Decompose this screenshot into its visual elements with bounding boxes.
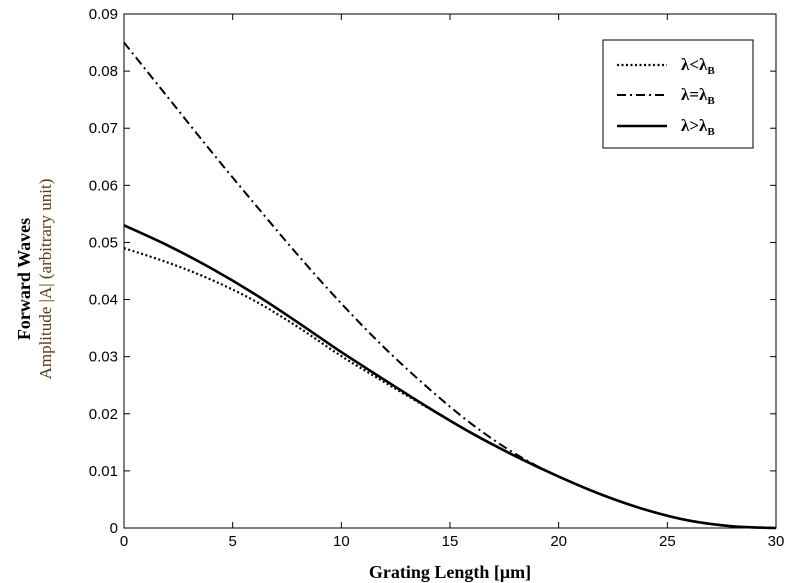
y-axis-title-line1: Forward Waves <box>14 218 34 340</box>
y-tick-label: 0.02 <box>89 406 118 423</box>
series-line-dotted <box>123 247 777 530</box>
x-tick-label: 25 <box>659 533 676 550</box>
y-tick-label: 0.07 <box>89 120 118 137</box>
x-tick-label: 30 <box>768 533 785 550</box>
legend-label-lt-sub: B <box>707 65 715 77</box>
y-tick-label: 0.05 <box>89 234 118 251</box>
x-axis-title: Grating Length [μm] <box>369 562 531 582</box>
y-tick-label: 0.03 <box>89 349 118 366</box>
legend-label-lt-main: λ<λ <box>681 55 708 74</box>
y-axis-title-line2: Amplitude |A| (arbitrary unit) <box>36 179 55 380</box>
y-tick-label: 0.01 <box>89 463 118 480</box>
legend: λ<λB λ=λB λ>λB <box>602 39 754 149</box>
x-tick-label: 5 <box>228 533 236 550</box>
legend-label-eq-sub: B <box>707 95 715 107</box>
x-tick-label: 15 <box>442 533 459 550</box>
legend-label-eq-main: λ=λ <box>681 85 708 104</box>
x-tick-label: 20 <box>550 533 567 550</box>
y-tick-label: 0.06 <box>89 177 118 194</box>
y-tick-label: 0.08 <box>89 63 118 80</box>
legend-label-gt-main: λ>λ <box>681 116 708 135</box>
x-tick-label: 10 <box>333 533 350 550</box>
y-tick-label: 0 <box>110 520 118 537</box>
x-tick-label: 0 <box>120 533 128 550</box>
legend-label-gt: λ>λB <box>681 116 715 138</box>
legend-label-lt: λ<λB <box>681 55 715 77</box>
legend-box <box>602 39 754 149</box>
legend-label-eq: λ=λB <box>681 85 715 107</box>
legend-label-gt-sub: B <box>707 126 715 138</box>
series-line-solid <box>123 224 777 530</box>
y-tick-label: 0.04 <box>89 292 118 309</box>
y-tick-label: 0.09 <box>89 6 118 23</box>
